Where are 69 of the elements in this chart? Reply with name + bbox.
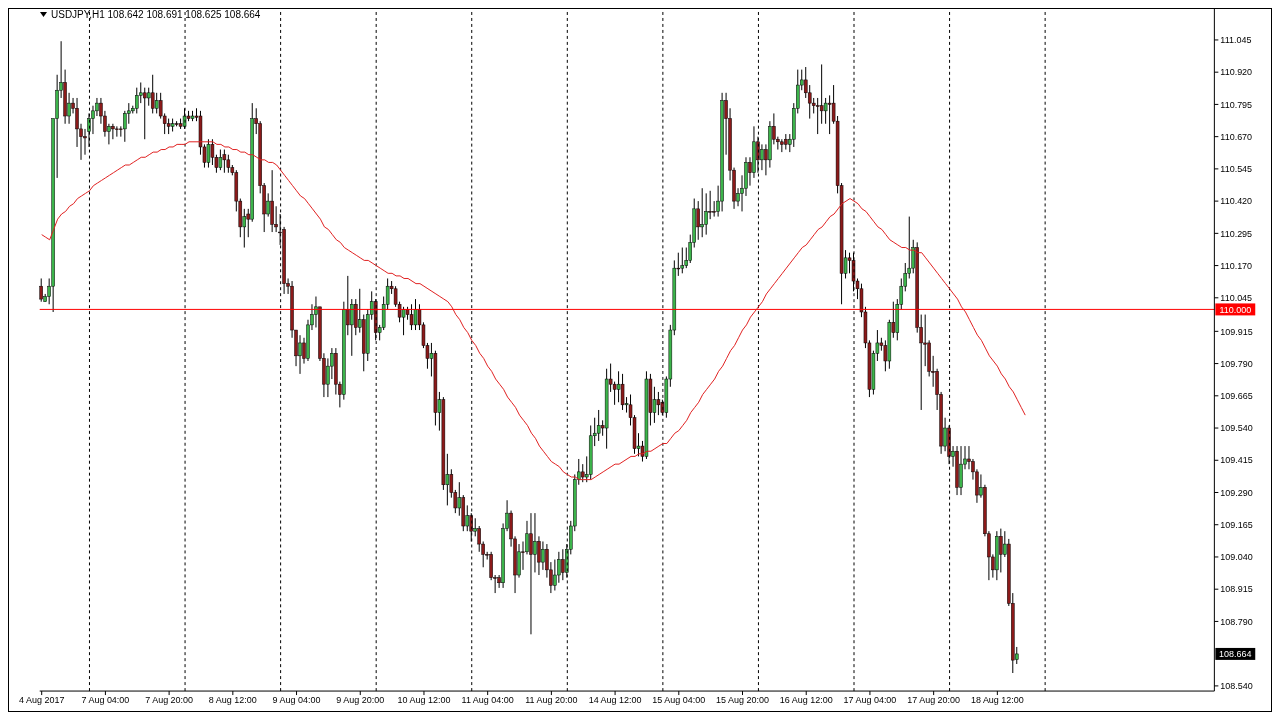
y-tick-label: 110.170 — [1220, 260, 1253, 271]
x-tick-label: 4 Aug 2017 — [19, 695, 65, 706]
x-tick-label: 17 Aug 20:00 — [907, 695, 961, 706]
x-tick-label: 11 Aug 04:00 — [461, 695, 514, 706]
x-tick-label: 9 Aug 04:00 — [272, 695, 321, 706]
candlestick — [700, 187, 704, 238]
y-tick-label: 110.795 — [1220, 99, 1253, 110]
candlestick — [350, 298, 354, 357]
y-tick-label: 110.670 — [1220, 131, 1253, 142]
y-tick-label: 110.295 — [1220, 228, 1253, 239]
candlestick — [696, 200, 700, 241]
y-tick-label: 109.290 — [1220, 487, 1253, 498]
candlestick — [218, 149, 223, 171]
x-tick-label: 7 Aug 04:00 — [81, 695, 130, 706]
candlestick — [704, 192, 708, 236]
y-tick-label: 111.045 — [1220, 35, 1252, 46]
candlestick — [111, 123, 115, 140]
chart-title: USDJPY,H1 108.642 108.691 108.625 108.664 — [51, 9, 261, 20]
candlestick — [115, 125, 119, 138]
x-tick-label: 11 Aug 20:00 — [525, 695, 578, 706]
candlestick — [620, 373, 625, 411]
x-tick-label: 15 Aug 20:00 — [716, 695, 769, 706]
y-tick-label: 110.920 — [1220, 67, 1253, 78]
candlestick — [999, 528, 1003, 573]
candlestick — [39, 277, 43, 303]
candlestick — [541, 540, 545, 571]
y-tick-label: 110.420 — [1220, 196, 1253, 207]
y-tick-label: 108.915 — [1220, 584, 1253, 595]
x-tick-label: 18 Aug 12:00 — [970, 695, 1024, 706]
candlestick — [142, 87, 147, 140]
x-tick-label: 10 Aug 12:00 — [397, 695, 451, 706]
y-tick-label: 108.790 — [1220, 616, 1253, 627]
y-tick-label: 110.545 — [1220, 164, 1253, 175]
x-tick-label: 8 Aug 12:00 — [208, 695, 257, 706]
y-tick-label: 110.045 — [1220, 293, 1253, 303]
candlestick — [680, 247, 685, 274]
candlestick — [561, 548, 565, 581]
candlestick — [146, 87, 151, 107]
x-tick-label: 14 Aug 12:00 — [588, 695, 642, 706]
x-tick-label: 9 Aug 20:00 — [336, 695, 385, 706]
x-tick-label: 7 Aug 20:00 — [145, 695, 194, 706]
candlestick — [401, 306, 406, 336]
candlestick — [533, 512, 537, 573]
y-tick-label: 109.415 — [1220, 455, 1253, 466]
ref-line-label: 110.000 — [1219, 304, 1252, 315]
candlestick — [150, 74, 155, 114]
y-tick-label: 109.665 — [1220, 390, 1253, 401]
candlestick — [222, 149, 227, 174]
y-tick-label: 109.165 — [1220, 519, 1253, 530]
x-tick-label: 17 Aug 04:00 — [843, 695, 897, 706]
candlestick — [154, 92, 159, 114]
candlestick — [596, 409, 601, 442]
y-tick-label: 108.540 — [1220, 681, 1253, 692]
y-tick-label: 109.040 — [1220, 552, 1253, 563]
candlestick — [616, 370, 621, 403]
x-tick-label: 15 Aug 04:00 — [652, 695, 706, 706]
candlestick — [959, 445, 963, 496]
candlestick — [206, 138, 211, 169]
y-tick-label: 109.540 — [1220, 423, 1253, 434]
candlestick — [413, 298, 418, 331]
candlestick — [819, 63, 824, 125]
line-series — [41, 141, 1026, 481]
y-tick-label: 109.790 — [1220, 358, 1253, 369]
candlestick — [827, 94, 832, 135]
candlestick — [270, 169, 274, 233]
y-tick-label: 109.915 — [1220, 326, 1253, 337]
candlestick — [529, 512, 533, 635]
x-tick-label: 16 Aug 12:00 — [779, 695, 833, 706]
annotation: 108.664 — [1219, 649, 1252, 660]
